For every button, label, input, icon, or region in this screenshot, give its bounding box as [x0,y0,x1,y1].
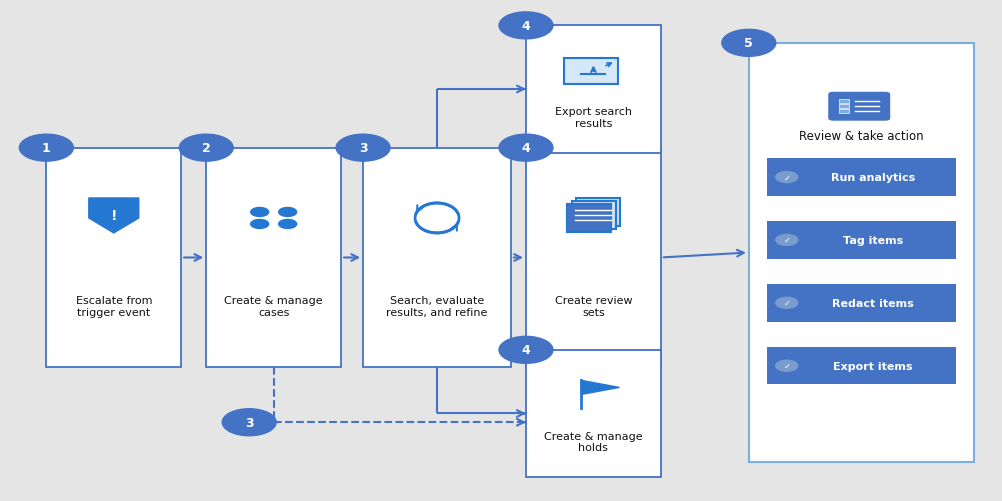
Text: Create & manage
cases: Create & manage cases [224,296,323,317]
Circle shape [776,235,798,246]
FancyBboxPatch shape [767,347,956,385]
Circle shape [776,361,798,371]
FancyBboxPatch shape [840,110,850,114]
FancyBboxPatch shape [840,100,850,104]
Circle shape [279,208,297,217]
FancyBboxPatch shape [526,148,661,368]
Text: Export search
results: Export search results [555,107,632,129]
Circle shape [250,220,269,229]
Circle shape [222,409,277,436]
FancyBboxPatch shape [767,222,956,259]
Text: Review & take action: Review & take action [799,129,924,142]
Circle shape [776,172,798,183]
Text: Create review
sets: Create review sets [555,296,632,317]
Text: Run analytics: Run analytics [831,173,916,183]
Polygon shape [89,198,139,233]
Circle shape [336,135,390,162]
Circle shape [179,135,233,162]
Circle shape [499,337,553,364]
FancyBboxPatch shape [526,350,661,477]
FancyBboxPatch shape [567,205,611,232]
Text: 3: 3 [359,142,368,155]
FancyBboxPatch shape [767,285,956,322]
FancyBboxPatch shape [572,202,616,229]
Text: ✓: ✓ [784,299,791,308]
Text: ✓: ✓ [784,236,791,245]
FancyBboxPatch shape [748,44,974,462]
FancyBboxPatch shape [526,26,661,153]
Text: 4: 4 [522,142,530,155]
FancyBboxPatch shape [840,105,850,109]
Text: 1: 1 [42,142,51,155]
Text: Create & manage
holds: Create & manage holds [544,431,642,452]
Text: 4: 4 [522,344,530,357]
Circle shape [721,30,776,57]
Text: Escalate from
trigger event: Escalate from trigger event [75,296,152,317]
Text: Search, evaluate
results, and refine: Search, evaluate results, and refine [387,296,488,317]
FancyBboxPatch shape [829,93,890,121]
Circle shape [250,208,269,217]
Text: Redact items: Redact items [833,298,914,308]
FancyBboxPatch shape [46,148,181,368]
Text: !: ! [110,209,117,223]
Text: 5: 5 [744,37,754,50]
Circle shape [499,13,553,40]
Text: 3: 3 [244,416,254,429]
FancyBboxPatch shape [564,59,618,85]
Circle shape [776,298,798,309]
FancyBboxPatch shape [206,148,341,368]
Text: 2: 2 [201,142,210,155]
Text: ✓: ✓ [784,173,791,182]
Text: Tag items: Tag items [843,235,904,245]
Text: 4: 4 [522,20,530,33]
Circle shape [499,135,553,162]
FancyBboxPatch shape [576,199,620,226]
Circle shape [19,135,73,162]
Text: ✓: ✓ [784,362,791,370]
Polygon shape [581,381,619,395]
Circle shape [279,220,297,229]
FancyBboxPatch shape [767,159,956,196]
FancyBboxPatch shape [363,148,511,368]
Text: Export items: Export items [834,361,913,371]
